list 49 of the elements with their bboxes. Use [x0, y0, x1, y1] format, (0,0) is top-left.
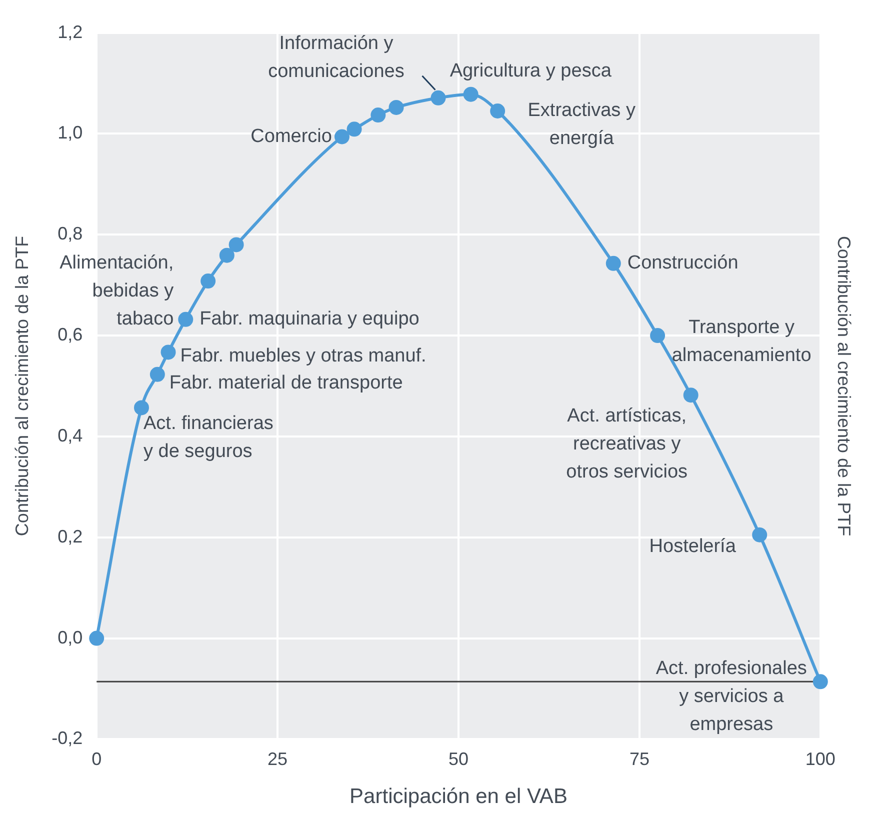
- point: [160, 344, 176, 360]
- y-axis-title: Contribución al crecimiento de la PTF: [12, 236, 32, 536]
- y-tick-label: 1,0: [58, 122, 83, 143]
- y-tick-label: 0,4: [58, 425, 83, 446]
- y-tick-label: 0,6: [58, 324, 83, 345]
- point: [463, 86, 478, 102]
- x-tick-label: 75: [629, 748, 650, 769]
- point: [370, 108, 386, 123]
- point: [228, 237, 244, 252]
- annotation: Act. profesionales y servicios a empresas: [656, 658, 807, 735]
- annotation: Comercio: [250, 126, 332, 147]
- y-tick-label: 0,8: [58, 224, 83, 244]
- y2-axis-title: Contribución al crecimiento de la PTF: [834, 236, 854, 536]
- annotation: Fabr. maquinaria y equipo: [200, 308, 420, 330]
- point: [650, 328, 666, 344]
- point: [334, 129, 350, 144]
- annotation: Agricultura y pesca: [450, 60, 612, 82]
- point: [89, 630, 104, 646]
- point: [388, 100, 404, 115]
- point: [219, 248, 234, 263]
- point: [150, 366, 165, 382]
- x-axis-title: Participación en el VAB: [350, 785, 568, 808]
- y-tick-label: 1,2: [58, 22, 83, 42]
- x-tick-label: 25: [268, 748, 288, 769]
- point: [752, 527, 768, 542]
- point: [490, 104, 506, 119]
- annotation: Act. artísticas, recreativas y otros servicios: [566, 405, 688, 482]
- annotation: Extractivas y energía: [528, 100, 636, 150]
- annotation: Fabr. muebles y otras manuf.: [180, 345, 426, 366]
- annotation: Transporte y almacenamiento: [672, 316, 812, 366]
- annotation: Construcción: [627, 252, 738, 274]
- point: [178, 312, 194, 327]
- annotation: Fabr. material de transporte: [169, 372, 403, 394]
- y-tick-label: 0,2: [58, 526, 83, 546]
- y-tick-label: -0,2: [52, 728, 83, 748]
- y-tick-label: 0,0: [58, 627, 83, 648]
- annotation: Información y comunicaciones: [268, 33, 404, 82]
- point: [200, 274, 216, 289]
- x-tick-label: 100: [805, 748, 836, 769]
- point: [346, 122, 362, 137]
- point: [812, 674, 828, 690]
- point: [134, 400, 149, 416]
- annotation: Hostelería: [649, 536, 736, 558]
- x-tick-label: 0: [92, 748, 102, 769]
- point: [606, 256, 621, 271]
- x-tick-label: 50: [448, 748, 469, 769]
- point: [430, 90, 446, 106]
- annotation: Act. financieras y de seguros: [143, 412, 274, 462]
- point: [683, 388, 698, 403]
